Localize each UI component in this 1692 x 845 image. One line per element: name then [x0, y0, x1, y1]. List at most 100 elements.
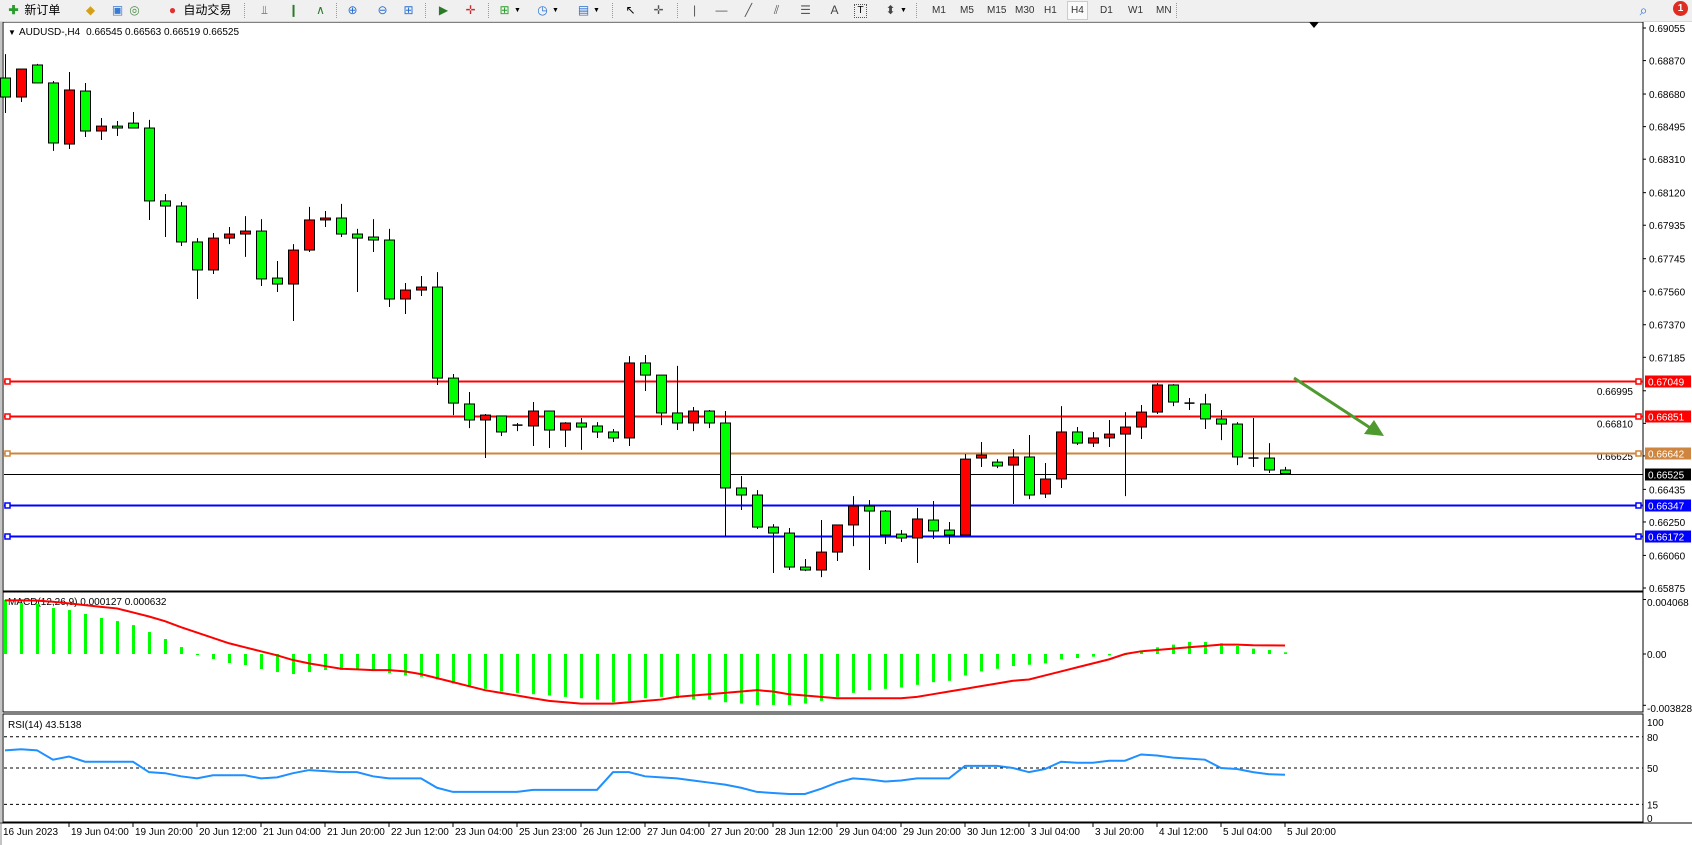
trendline-tool[interactable]: ╱ [741, 2, 756, 19]
macd-histogram-bar [564, 654, 567, 697]
candle-body [1024, 456, 1035, 496]
candle-body [864, 505, 875, 512]
timeframe-m5[interactable]: M5 [960, 5, 974, 16]
macd-histogram-bar [276, 654, 279, 672]
candle [848, 496, 859, 547]
tile-windows-button[interactable]: ⊞ [401, 2, 416, 19]
separator [677, 3, 679, 18]
timeframe-m1[interactable]: M1 [932, 5, 946, 16]
rsi-pane: RSI(14) 43.5138 100 80 50 15 0 [4, 718, 1664, 825]
timeframe-m15[interactable]: M15 [987, 5, 1007, 16]
market-watch-button[interactable]: ◆ [83, 2, 98, 19]
chart-shift-button[interactable]: ▶ [436, 2, 451, 19]
timeframe-h1[interactable]: H1 [1044, 5, 1057, 16]
candle [16, 68, 27, 102]
auto-scroll-icon: ✛ [465, 3, 476, 18]
periods-button[interactable]: ◷ ▼ [535, 2, 559, 19]
candle-body [544, 410, 555, 431]
macd-histogram-bar [708, 654, 711, 700]
macd-histogram-bar [900, 654, 903, 688]
arrows-tool[interactable]: ⬍ ▼ [883, 2, 906, 19]
chart-window[interactable]: 0.69055 0.68870 0.68680 0.68495 0.68310 0.681… [0, 22, 1692, 845]
candle-body [48, 82, 59, 144]
macd-histogram-bar [148, 632, 151, 654]
horizontal-line-tool[interactable]: — [714, 2, 729, 19]
candlestick-button[interactable]: ❙ [286, 2, 301, 19]
time-tick-label: 19 Jun 20:00 [135, 827, 193, 838]
candle [480, 414, 491, 459]
rsi-tick-label: 80 [1647, 733, 1659, 744]
candle [112, 120, 123, 136]
navigator-button[interactable]: ▣ [110, 2, 125, 19]
macd-histogram-bar [548, 654, 551, 696]
candle-body [1088, 437, 1099, 444]
signals-button[interactable]: ◎ [127, 2, 142, 19]
macd-histogram-bar [180, 647, 183, 654]
time-tick-label: 22 Jun 12:00 [391, 827, 449, 838]
macd-histogram-bar [228, 654, 231, 663]
candle [624, 356, 635, 447]
candle [464, 391, 475, 429]
text-label-tool[interactable]: T [854, 2, 867, 19]
new-order-button[interactable]: ✚ 新订单 [6, 2, 60, 19]
macd-histogram-bar [644, 654, 647, 699]
macd-histogram-bar [372, 654, 375, 670]
fibonacci-tool[interactable]: ☰ [798, 2, 813, 19]
candle [800, 558, 811, 572]
candle-body [1040, 478, 1051, 495]
macd-histogram-bar [868, 654, 871, 691]
zoom-out-button[interactable]: ⊖ [375, 2, 390, 19]
line-chart-button[interactable]: ∧ [313, 2, 328, 19]
vertical-line-tool[interactable]: | [687, 2, 702, 19]
search-button[interactable]: ⌕ [1636, 2, 1651, 19]
timeframe-h4[interactable]: H4 [1067, 1, 1088, 20]
auto-trading-button[interactable]: ● 自动交易 [165, 2, 231, 19]
macd-histogram-bar [500, 654, 503, 692]
templates-button[interactable]: ▤ ▼ [576, 2, 600, 19]
macd-histogram-bar [1140, 651, 1143, 654]
auto-trading-label: 自动交易 [183, 3, 232, 17]
clock-icon: ◷ [537, 3, 548, 18]
candle-body [64, 89, 75, 145]
macd-histogram-bar [1076, 654, 1079, 659]
indicators-button[interactable]: ⊞ ▼ [497, 2, 520, 19]
price-tick-label: 0.67370 [1649, 321, 1686, 332]
candle [720, 411, 731, 537]
channel-tool[interactable]: ⫽ [769, 2, 784, 19]
new-order-label: 新订单 [24, 3, 61, 17]
price-tick-label: 0.67935 [1649, 221, 1686, 232]
candle [608, 428, 619, 443]
bar-chart-button[interactable]: ⫫ [257, 2, 272, 19]
candle [272, 260, 283, 292]
auto-scroll-button[interactable]: ✛ [463, 2, 478, 19]
zoom-out-icon: ⊖ [377, 3, 388, 18]
crosshair-tool[interactable]: ✛ [651, 2, 666, 19]
timeframe-m30[interactable]: M30 [1015, 5, 1035, 16]
timeframe-d1[interactable]: D1 [1100, 5, 1113, 16]
candle [208, 232, 219, 275]
cursor-tool[interactable]: ↖ [623, 2, 638, 19]
candle-body [128, 122, 139, 129]
notification-badge[interactable]: 1 [1673, 1, 1688, 16]
candle-body [144, 127, 155, 202]
zoom-in-button[interactable]: ⊕ [345, 2, 360, 19]
macd-histogram-bar [1252, 648, 1255, 654]
level-price-box [1645, 447, 1691, 460]
chart-shift-marker-icon[interactable] [1309, 22, 1319, 28]
candle-body [272, 277, 283, 285]
candle [400, 282, 411, 314]
macd-histogram-bar [740, 654, 743, 704]
candle [432, 272, 443, 385]
chart-shift-icon: ▶ [438, 3, 449, 18]
timeframe-w1[interactable]: W1 [1128, 5, 1143, 16]
candle [1088, 431, 1099, 447]
timeframe-mn[interactable]: MN [1156, 5, 1172, 16]
candle-body [896, 533, 907, 539]
candle-body [880, 510, 891, 536]
candle [1168, 384, 1179, 407]
text-tool[interactable]: A [827, 2, 842, 19]
candle-body [496, 415, 507, 433]
macd-histogram-bar [1092, 654, 1095, 657]
level-price-box [1645, 530, 1691, 543]
collapse-triangle-icon[interactable]: ▼ [8, 28, 16, 37]
